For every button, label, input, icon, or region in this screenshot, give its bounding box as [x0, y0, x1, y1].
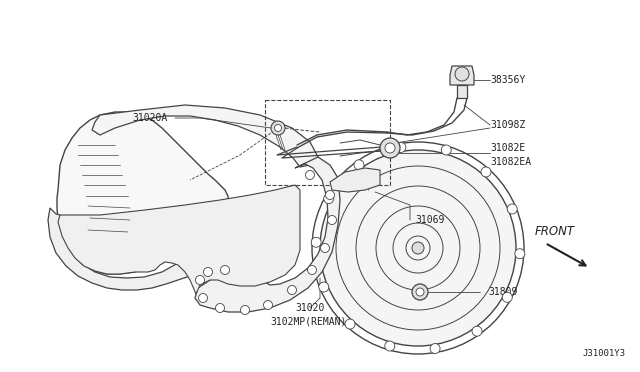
Text: 31809: 31809: [488, 287, 517, 297]
Circle shape: [320, 150, 516, 346]
Polygon shape: [330, 168, 380, 192]
Polygon shape: [48, 208, 215, 290]
Circle shape: [430, 344, 440, 353]
Circle shape: [307, 266, 317, 275]
Polygon shape: [57, 112, 228, 274]
Text: 3102MP(REMAN): 3102MP(REMAN): [270, 317, 346, 327]
Circle shape: [271, 121, 285, 135]
Polygon shape: [450, 66, 474, 85]
Circle shape: [481, 167, 491, 177]
Text: J31001Y3: J31001Y3: [582, 349, 625, 358]
Text: 31020: 31020: [295, 303, 324, 313]
Circle shape: [326, 190, 335, 199]
Text: 31082EA: 31082EA: [490, 157, 531, 167]
Circle shape: [216, 304, 225, 312]
Text: 31082E: 31082E: [490, 143, 525, 153]
Circle shape: [287, 285, 296, 295]
Polygon shape: [58, 185, 300, 294]
Circle shape: [455, 67, 469, 81]
Circle shape: [412, 242, 424, 254]
Circle shape: [221, 266, 230, 275]
Circle shape: [311, 237, 321, 247]
Circle shape: [502, 292, 512, 302]
Circle shape: [305, 170, 314, 180]
Circle shape: [385, 143, 395, 153]
Text: 31020A: 31020A: [132, 113, 168, 123]
Circle shape: [396, 142, 406, 153]
Circle shape: [416, 288, 424, 296]
Circle shape: [380, 138, 400, 158]
Polygon shape: [195, 157, 340, 312]
Circle shape: [275, 125, 282, 131]
Circle shape: [412, 284, 428, 300]
Circle shape: [264, 301, 273, 310]
Circle shape: [324, 194, 333, 203]
Circle shape: [204, 267, 212, 276]
Text: 38356Y: 38356Y: [490, 75, 525, 85]
Circle shape: [319, 282, 329, 292]
Circle shape: [508, 204, 517, 214]
Polygon shape: [457, 85, 467, 98]
Circle shape: [198, 294, 207, 302]
Circle shape: [385, 341, 395, 351]
Circle shape: [241, 305, 250, 314]
Circle shape: [345, 319, 355, 329]
Circle shape: [441, 145, 451, 155]
Circle shape: [472, 326, 482, 336]
Circle shape: [321, 244, 330, 253]
Circle shape: [515, 249, 525, 259]
Circle shape: [354, 160, 364, 170]
Circle shape: [328, 215, 337, 224]
Polygon shape: [92, 105, 318, 167]
Text: 31069: 31069: [415, 215, 444, 225]
Text: 31098Z: 31098Z: [490, 120, 525, 130]
Circle shape: [195, 276, 205, 285]
Text: FRONT: FRONT: [535, 225, 575, 238]
